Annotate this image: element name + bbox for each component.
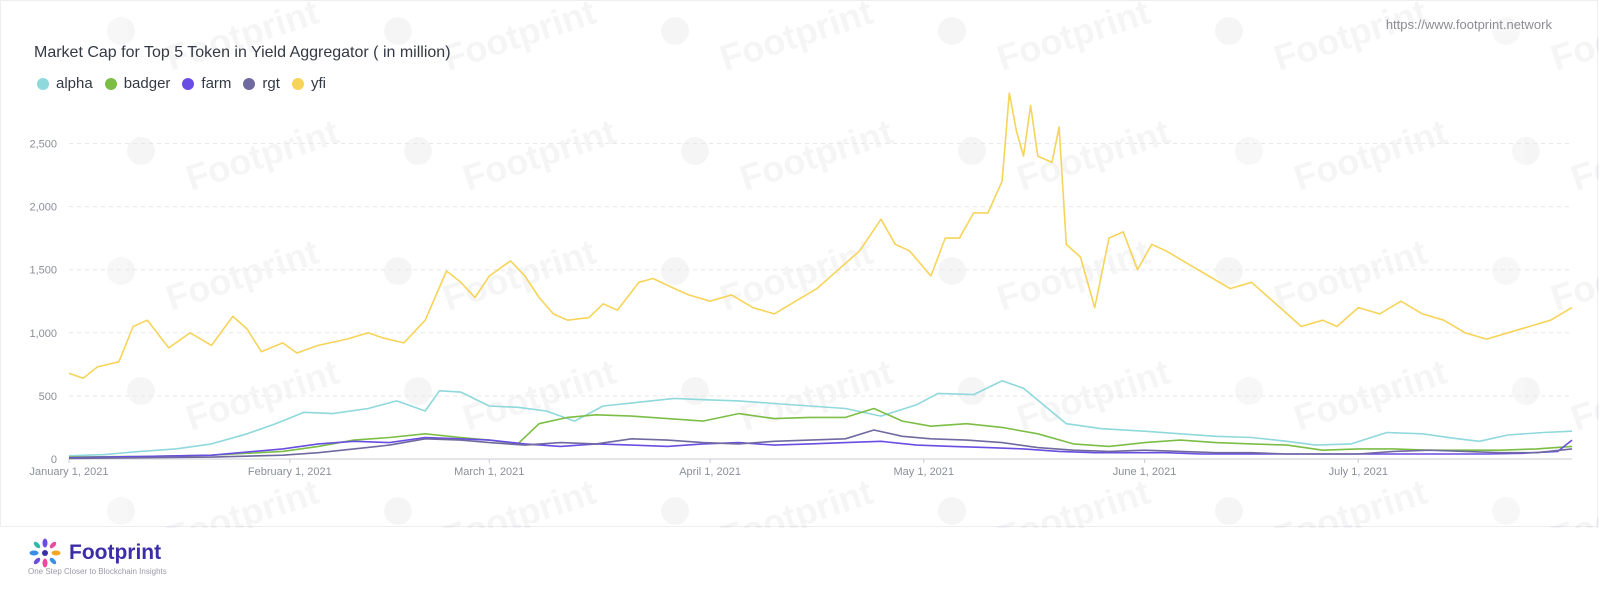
y-tick-label: 0 [51, 454, 57, 466]
legend-dot-icon [291, 77, 304, 90]
x-tick-label: January 1, 2021 [30, 466, 109, 478]
x-tick-label: July 1, 2021 [1329, 466, 1388, 478]
series-line-badger [68, 407, 1573, 458]
y-tick-label: 500 [39, 391, 57, 403]
x-tick-label: March 1, 2021 [454, 466, 524, 478]
footer: Footprint One Step Closer to Blockchain … [0, 527, 1600, 594]
x-tick-label: May 1, 2021 [894, 466, 955, 478]
x-tick-label: April 1, 2021 [679, 466, 741, 478]
legend-dot-icon [243, 77, 256, 90]
footprint-logo[interactable]: Footprint [27, 538, 161, 568]
chart-card: Footprint Footprint Footprint Footprint Foot… [0, 0, 1598, 527]
legend-item-rgt[interactable]: rgt [243, 75, 280, 92]
series-line-rgt [68, 429, 1573, 460]
legend-item-alpha[interactable]: alpha [37, 75, 93, 92]
legend-label: rgt [262, 75, 280, 92]
legend-dot-icon [104, 77, 117, 90]
legend-item-badger[interactable]: badger [104, 75, 171, 92]
legend-label: yfi [310, 75, 326, 92]
y-tick-label: 2,500 [29, 138, 57, 150]
y-tick-label: 2,000 [29, 202, 57, 214]
footprint-flower-icon [29, 538, 61, 568]
legend-dot-icon [182, 77, 195, 90]
series-line-yfi [68, 92, 1573, 380]
legend-item-farm[interactable]: farm [182, 75, 231, 92]
y-tick-label: 1,500 [29, 265, 57, 277]
chart-legend: alpha badger farm rgt yfi [37, 75, 326, 92]
footprint-logo-text: Footprint [69, 541, 162, 564]
legend-label: badger [123, 75, 171, 92]
source-url[interactable]: https://www.footprint.network [1385, 17, 1552, 32]
chart-title: Market Cap for Top 5 Token in Yield Aggr… [34, 44, 451, 61]
legend-label: farm [201, 75, 232, 92]
x-tick-label: June 1, 2021 [1113, 466, 1177, 478]
line-chart: 0 500 1,000 1,500 2,000 2,500 January 1, 2021 F… [29, 92, 1573, 478]
footer-tagline: One Step Closer to Blockchain Insights [28, 567, 167, 576]
series-line-alpha [68, 379, 1573, 457]
legend-dot-icon [37, 77, 49, 90]
legend-label: alpha [56, 75, 93, 92]
x-tick-label: February 1, 2021 [248, 466, 332, 478]
y-tick-label: 1,000 [29, 328, 57, 340]
legend-item-yfi[interactable]: yfi [291, 75, 326, 92]
